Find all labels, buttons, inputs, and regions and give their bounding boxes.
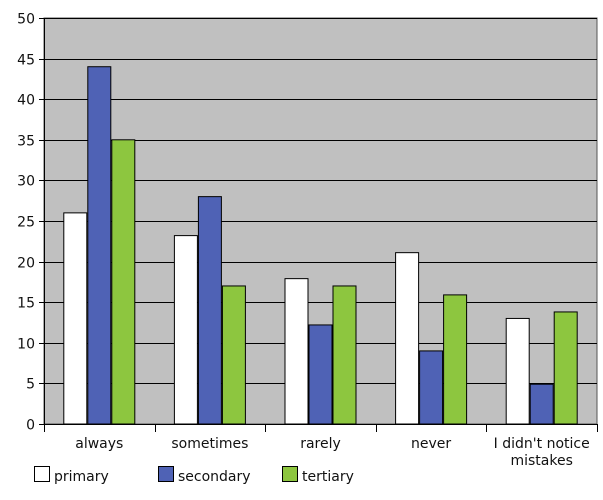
y-tick-label: 35: [17, 134, 35, 150]
x-tick-label-line: rarely: [300, 436, 341, 452]
x-tick-label-line: always: [75, 436, 123, 452]
bar-tertiary-0: [111, 139, 136, 425]
gridlines: [44, 18, 597, 384]
y-axis-ticks: 0 5 10 15 20 25 30 35 40 45 50: [17, 12, 45, 434]
bars: [63, 66, 578, 425]
x-tick-label: always: [75, 436, 123, 452]
y-tick-label: 15: [17, 296, 35, 312]
bar-secondary-1: [197, 196, 222, 425]
y-tick-label: 50: [17, 12, 35, 28]
y-tick-label: 25: [17, 215, 35, 231]
x-tick-label-line: never: [411, 436, 451, 452]
y-tick-label: 30: [17, 174, 35, 190]
x-axis: always sometimes rarely never I didn't notic…: [39, 424, 598, 469]
bar-primary-0: [63, 212, 88, 425]
x-tick-label: I didn't notice mistakes: [494, 436, 590, 469]
bar-tertiary-4: [553, 311, 578, 425]
x-tick-label: sometimes: [171, 436, 248, 452]
bar-secondary-0: [87, 66, 112, 425]
bar-secondary-3: [419, 350, 444, 425]
legend-swatch-tertiary: [282, 466, 298, 482]
legend-swatch-secondary: [158, 466, 174, 482]
bar-tertiary-3: [443, 294, 468, 425]
y-tick-label: 45: [17, 53, 35, 69]
legend-label-primary: primary: [54, 469, 109, 485]
x-tick-label-line: sometimes: [171, 436, 248, 452]
legend-swatch-primary: [34, 466, 50, 482]
x-tick-label: never: [411, 436, 451, 452]
legend-label-secondary: secondary: [178, 469, 251, 485]
bar-primary-1: [173, 235, 198, 425]
bar-primary-2: [284, 278, 309, 425]
y-tick-label: 10: [17, 337, 35, 353]
bar-tertiary-2: [332, 285, 357, 425]
y-tick-label: 0: [26, 418, 35, 434]
legend: primary secondary tertiary: [34, 466, 354, 485]
x-tick-label-line: I didn't notice: [494, 436, 590, 452]
x-tick-label-line: mistakes: [510, 453, 572, 469]
bar-primary-3: [395, 252, 420, 425]
bar-tertiary-1: [221, 285, 246, 425]
y-tick-label: 40: [17, 93, 35, 109]
bar-primary-4: [505, 317, 530, 425]
bar-secondary-4: [529, 383, 554, 425]
y-tick-label: 20: [17, 256, 35, 272]
legend-label-tertiary: tertiary: [302, 469, 354, 485]
x-tick-label: rarely: [300, 436, 341, 452]
y-tick-label: 5: [26, 377, 35, 393]
bar-secondary-2: [308, 324, 333, 425]
